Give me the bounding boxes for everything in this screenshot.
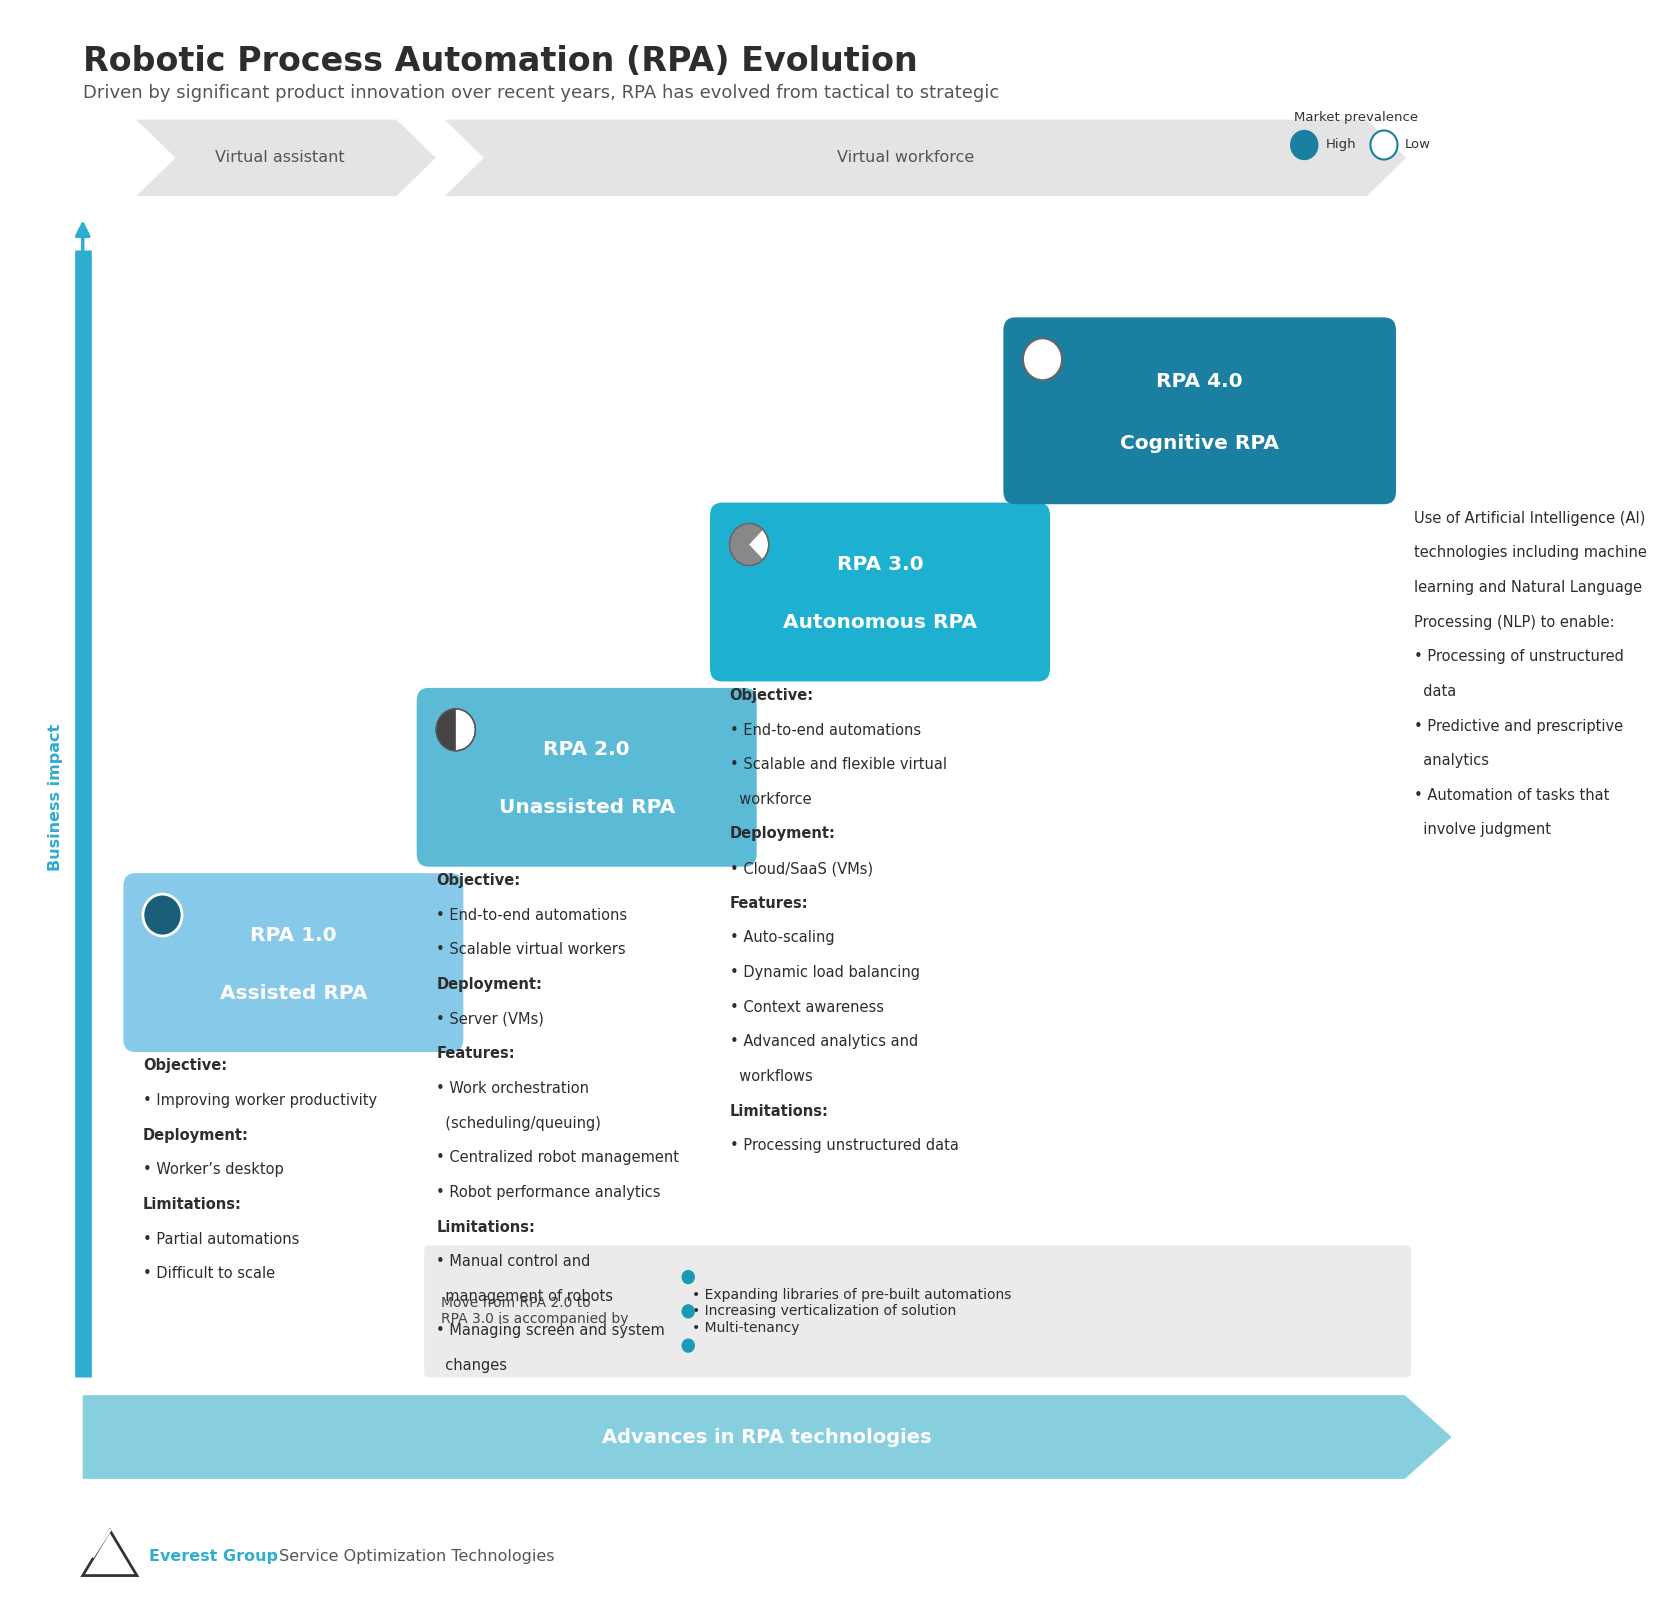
Text: Advances in RPA technologies: Advances in RPA technologies [603,1427,931,1447]
Text: Robotic Process Automation (RPA) Evolution: Robotic Process Automation (RPA) Evoluti… [83,45,918,77]
Text: analytics: analytics [1414,754,1489,768]
Circle shape [682,1305,694,1318]
Text: • Difficult to scale: • Difficult to scale [143,1266,276,1281]
Text: involve judgment: involve judgment [1414,823,1550,838]
Polygon shape [83,1395,1451,1479]
Text: Service Optimization Technologies: Service Optimization Technologies [274,1548,554,1564]
Text: • Cloud/SaaS (VMs): • Cloud/SaaS (VMs) [730,860,873,876]
Text: • Processing of unstructured: • Processing of unstructured [1414,649,1623,664]
Text: • Dynamic load balancing: • Dynamic load balancing [730,965,920,979]
Text: • Processing unstructured data: • Processing unstructured data [730,1137,958,1153]
Circle shape [437,709,475,751]
Text: RPA 4.0: RPA 4.0 [1157,372,1243,391]
Text: Autonomous RPA: Autonomous RPA [784,614,978,632]
Text: • Manual control and: • Manual control and [437,1253,591,1269]
Text: • Scalable and flexible virtual: • Scalable and flexible virtual [730,757,946,772]
Text: Use of Artificial Intelligence (AI): Use of Artificial Intelligence (AI) [1414,511,1645,525]
Text: • Predictive and prescriptive: • Predictive and prescriptive [1414,719,1623,733]
Text: • Managing screen and system: • Managing screen and system [437,1324,666,1339]
Text: • Work orchestration: • Work orchestration [437,1081,589,1095]
Circle shape [143,894,183,936]
Text: Business impact: Business impact [48,723,63,872]
Text: Deployment:: Deployment: [730,826,835,841]
Text: Processing (NLP) to enable:: Processing (NLP) to enable: [1414,615,1615,630]
Text: Driven by significant product innovation over recent years, RPA has evolved from: Driven by significant product innovation… [83,84,999,101]
Text: • Auto-scaling: • Auto-scaling [730,931,835,946]
FancyBboxPatch shape [425,1245,1411,1377]
Circle shape [682,1271,694,1284]
Text: Deployment:: Deployment: [437,976,543,992]
Text: Cognitive RPA: Cognitive RPA [1120,433,1280,453]
Text: • Partial automations: • Partial automations [143,1231,299,1247]
Text: • Scalable virtual workers: • Scalable virtual workers [437,942,626,957]
Text: Features:: Features: [437,1047,515,1062]
Text: Low: Low [1404,139,1431,151]
Text: Objective:: Objective: [730,688,813,702]
Wedge shape [437,709,457,751]
Text: management of robots: management of robots [437,1289,613,1303]
Text: • Robot performance analytics: • Robot performance analytics [437,1186,661,1200]
Text: learning and Natural Language: learning and Natural Language [1414,580,1642,594]
Circle shape [730,524,769,565]
Text: Limitations:: Limitations: [437,1220,535,1234]
Text: • Automation of tasks that: • Automation of tasks that [1414,788,1610,802]
Text: RPA 1.0: RPA 1.0 [251,926,337,944]
Text: Assisted RPA: Assisted RPA [219,984,367,1002]
FancyBboxPatch shape [417,688,757,867]
Text: Move from RPA 2.0 to
RPA 3.0 is accompanied by: Move from RPA 2.0 to RPA 3.0 is accompan… [442,1297,627,1326]
Circle shape [1023,338,1062,380]
Text: • End-to-end automations: • End-to-end automations [437,909,627,923]
Text: Unassisted RPA: Unassisted RPA [498,799,676,817]
FancyBboxPatch shape [1003,317,1396,504]
Text: Everest Group: Everest Group [149,1548,277,1564]
Text: • Context awareness: • Context awareness [730,999,883,1015]
Text: Limitations:: Limitations: [730,1104,828,1118]
Text: workforce: workforce [730,793,812,807]
Text: Objective:: Objective: [437,873,520,888]
Text: • Advanced analytics and: • Advanced analytics and [730,1034,918,1049]
Text: Virtual assistant: Virtual assistant [216,150,345,166]
Text: RPA 2.0: RPA 2.0 [543,741,631,759]
Text: (scheduling/queuing): (scheduling/queuing) [437,1115,601,1131]
Polygon shape [443,119,1406,197]
Text: Objective:: Objective: [143,1058,227,1073]
Text: technologies including machine: technologies including machine [1414,545,1647,561]
Text: changes: changes [437,1358,508,1373]
Text: Virtual workforce: Virtual workforce [837,150,974,166]
Text: • End-to-end automations: • End-to-end automations [730,722,921,738]
Text: • Server (VMs): • Server (VMs) [437,1012,544,1026]
Polygon shape [136,119,437,197]
Text: Market prevalence: Market prevalence [1293,111,1418,124]
Text: workflows: workflows [730,1070,812,1084]
Circle shape [682,1339,694,1352]
Circle shape [1291,130,1318,159]
Text: • Centralized robot management: • Centralized robot management [437,1150,679,1165]
Text: • Expanding libraries of pre-built automations
• Increasing verticalization of s: • Expanding libraries of pre-built autom… [692,1289,1011,1334]
FancyBboxPatch shape [123,873,463,1052]
Text: RPA 3.0: RPA 3.0 [837,556,923,574]
Text: • Improving worker productivity: • Improving worker productivity [143,1094,377,1108]
FancyBboxPatch shape [710,503,1051,681]
Text: Limitations:: Limitations: [143,1197,242,1211]
Text: data: data [1414,685,1456,699]
Text: Deployment:: Deployment: [143,1128,249,1142]
Text: Features:: Features: [730,896,808,910]
Text: High: High [1325,139,1356,151]
Circle shape [1371,130,1398,159]
Wedge shape [730,524,764,565]
Text: • Worker’s desktop: • Worker’s desktop [143,1163,284,1178]
